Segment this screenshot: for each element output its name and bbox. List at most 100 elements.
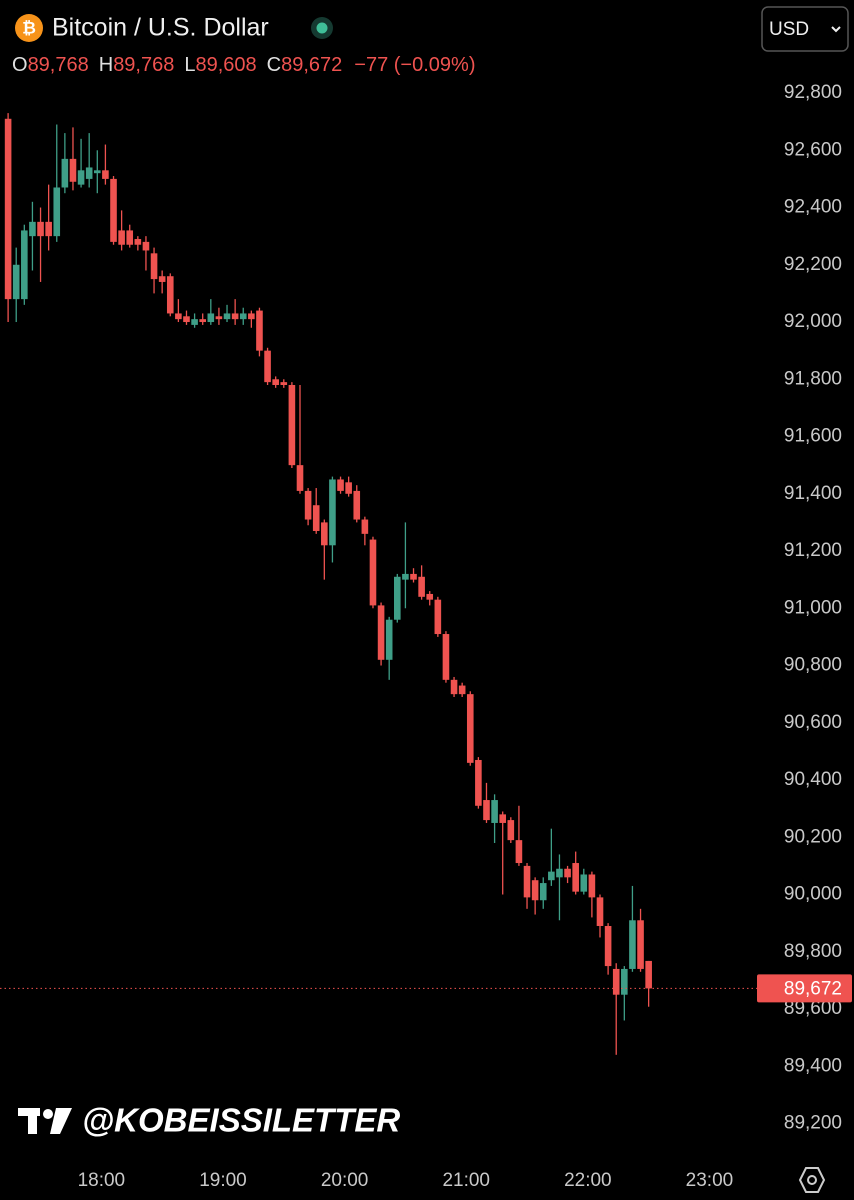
candle-body bbox=[466, 694, 474, 763]
candle-body bbox=[483, 800, 490, 821]
plot-area bbox=[4, 113, 652, 1055]
candle-body bbox=[645, 960, 652, 989]
chart-title: Bitcoin / U.S. Dollar bbox=[52, 14, 269, 42]
candle-body bbox=[523, 865, 531, 898]
candle-body bbox=[458, 685, 466, 695]
candle-body bbox=[499, 814, 507, 823]
ohlc-value: 89,768 bbox=[113, 54, 174, 76]
candle-body bbox=[491, 800, 498, 823]
candle-body bbox=[102, 170, 109, 179]
ohlc-key: L bbox=[184, 54, 195, 76]
ohlc-key: C bbox=[267, 54, 281, 76]
ohlc-key: H bbox=[99, 54, 113, 76]
y-tick-label: 92,400 bbox=[784, 197, 842, 218]
ohlc-value: 89,672 bbox=[281, 54, 342, 76]
candle-body bbox=[29, 221, 36, 237]
candle-body bbox=[434, 599, 442, 635]
candle-body bbox=[393, 576, 401, 620]
candle-body bbox=[475, 759, 482, 806]
candle-body bbox=[166, 276, 174, 314]
candle-body bbox=[134, 239, 142, 245]
candle-body bbox=[418, 576, 425, 597]
candle-body bbox=[191, 319, 198, 325]
y-tick-label: 91,600 bbox=[784, 426, 842, 447]
candle-body bbox=[61, 158, 69, 188]
candle-body bbox=[231, 313, 239, 320]
x-tick-label: 21:00 bbox=[442, 1170, 490, 1191]
tv-logo bbox=[18, 1108, 72, 1134]
ohlc-header: O89,768 H89,768 L89,608 C89,672 −77 (−0.09%) bbox=[12, 54, 475, 76]
candle-body bbox=[256, 310, 263, 351]
candle-body bbox=[158, 276, 166, 282]
candle-body bbox=[588, 874, 596, 898]
candle-body bbox=[21, 230, 28, 300]
candle-body bbox=[410, 573, 417, 580]
ohlc-value: 89,768 bbox=[28, 54, 89, 76]
candle-body bbox=[69, 158, 77, 182]
x-tick-label: 20:00 bbox=[321, 1170, 369, 1191]
candle-body bbox=[329, 479, 336, 546]
candle-body bbox=[337, 479, 344, 491]
y-tick-label: 91,200 bbox=[784, 540, 842, 561]
candle-body bbox=[264, 350, 271, 383]
candle-body bbox=[515, 840, 523, 864]
y-tick-label: 91,000 bbox=[784, 597, 842, 618]
y-tick-label: 90,400 bbox=[784, 769, 842, 790]
logo-part bbox=[28, 1108, 37, 1134]
candle-body bbox=[596, 897, 604, 927]
last-price-label: 89,672 bbox=[784, 978, 842, 999]
candle-body bbox=[126, 230, 134, 245]
candle-body bbox=[531, 880, 539, 901]
candle-body bbox=[118, 230, 125, 245]
candle-body bbox=[183, 316, 190, 323]
candle-body bbox=[442, 634, 450, 680]
x-tick-label: 23:00 bbox=[686, 1170, 734, 1191]
candle-body bbox=[304, 490, 312, 520]
settings-icon[interactable] bbox=[798, 1167, 826, 1193]
y-tick-label: 91,400 bbox=[784, 483, 842, 504]
x-tick-label: 19:00 bbox=[199, 1170, 247, 1191]
candle-body bbox=[77, 170, 85, 185]
candle-body bbox=[248, 313, 255, 320]
logo-part bbox=[50, 1108, 72, 1134]
coin-icon bbox=[15, 14, 43, 42]
candle-body bbox=[450, 679, 458, 695]
candle-body bbox=[353, 490, 361, 520]
candle-body bbox=[539, 883, 547, 901]
candle-body bbox=[239, 313, 247, 320]
candle-body bbox=[37, 221, 44, 237]
candle-body bbox=[361, 519, 369, 534]
candle-body bbox=[402, 573, 409, 580]
candle-body bbox=[150, 253, 158, 280]
candle-body bbox=[272, 379, 279, 385]
candle-body bbox=[142, 241, 150, 251]
y-tick-label: 90,600 bbox=[784, 712, 842, 733]
candle-body bbox=[369, 539, 377, 606]
candle-body bbox=[321, 522, 328, 546]
candle-body bbox=[377, 605, 385, 660]
candle-body bbox=[296, 465, 304, 491]
candle-body bbox=[280, 382, 288, 385]
candle-body bbox=[110, 178, 117, 242]
candle-body bbox=[426, 593, 434, 600]
watermark: @KOBEISSILETTER bbox=[82, 1102, 400, 1139]
candle-body bbox=[223, 313, 231, 320]
x-tick-label: 22:00 bbox=[564, 1170, 612, 1191]
y-tick-label: 90,200 bbox=[784, 826, 842, 847]
candle-body bbox=[288, 385, 296, 466]
candle-body bbox=[93, 170, 101, 174]
candle-body bbox=[53, 187, 61, 237]
candle-body bbox=[637, 920, 644, 969]
change: −77 (−0.09%) bbox=[354, 54, 475, 76]
candle-body bbox=[12, 264, 20, 300]
currency-select[interactable] bbox=[761, 6, 849, 52]
candle-body bbox=[207, 313, 215, 323]
currency-label[interactable]: USD bbox=[769, 19, 809, 40]
candle-body bbox=[564, 868, 571, 878]
y-tick-label: 90,000 bbox=[784, 884, 842, 905]
candle-body bbox=[580, 874, 588, 892]
y-tick-label: 89,800 bbox=[784, 941, 842, 962]
